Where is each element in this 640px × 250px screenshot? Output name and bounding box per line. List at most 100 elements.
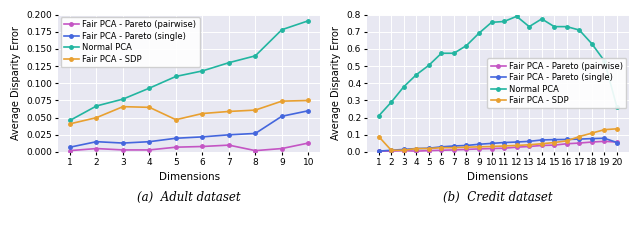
Fair PCA - Pareto (single)	[563, 138, 571, 141]
Normal PCA	[538, 18, 545, 20]
Fair PCA - SDP	[563, 139, 571, 142]
Normal PCA	[450, 52, 458, 55]
Text: (b)  Credit dataset: (b) Credit dataset	[443, 190, 553, 203]
Normal PCA	[119, 98, 127, 100]
Fair PCA - SDP	[613, 127, 621, 130]
Fair PCA - Pareto (single)	[387, 149, 395, 152]
Fair PCA - Pareto (pairwise)	[475, 148, 483, 150]
Fair PCA - Pareto (single)	[575, 138, 583, 140]
Fair PCA - Pareto (single)	[400, 148, 408, 151]
Fair PCA - Pareto (single)	[450, 144, 458, 148]
Fair PCA - Pareto (pairwise)	[513, 146, 520, 149]
Fair PCA - SDP	[278, 100, 285, 103]
Legend: Fair PCA - Pareto (pairwise), Fair PCA - Pareto (single), Normal PCA, Fair PCA -: Fair PCA - Pareto (pairwise), Fair PCA -…	[488, 58, 627, 108]
Fair PCA - Pareto (single)	[525, 140, 533, 143]
Normal PCA	[475, 32, 483, 35]
Legend: Fair PCA - Pareto (pairwise), Fair PCA - Pareto (single), Normal PCA, Fair PCA -: Fair PCA - Pareto (pairwise), Fair PCA -…	[61, 17, 200, 67]
Fair PCA - Pareto (single)	[198, 136, 206, 138]
Normal PCA	[66, 119, 74, 122]
Fair PCA - SDP	[425, 147, 433, 150]
Fair PCA - Pareto (pairwise)	[550, 144, 558, 146]
Normal PCA	[438, 52, 445, 55]
Fair PCA - SDP	[450, 146, 458, 149]
Fair PCA - Pareto (single)	[513, 140, 520, 143]
Fair PCA - Pareto (pairwise)	[172, 146, 180, 149]
Normal PCA	[145, 86, 153, 90]
Normal PCA	[600, 60, 608, 62]
Normal PCA	[575, 28, 583, 32]
Fair PCA - Pareto (single)	[66, 146, 74, 149]
Normal PCA	[172, 75, 180, 78]
Fair PCA - Pareto (pairwise)	[425, 149, 433, 152]
Fair PCA - SDP	[413, 147, 420, 150]
Normal PCA	[305, 19, 312, 22]
Fair PCA - Pareto (pairwise)	[387, 150, 395, 153]
Fair PCA - Pareto (single)	[145, 140, 153, 143]
Fair PCA - Pareto (single)	[475, 143, 483, 146]
Fair PCA - Pareto (pairwise)	[145, 148, 153, 152]
Normal PCA	[525, 25, 533, 28]
Fair PCA - SDP	[66, 122, 74, 125]
Normal PCA	[400, 85, 408, 88]
Fair PCA - Pareto (pairwise)	[198, 145, 206, 148]
Fair PCA - Pareto (pairwise)	[563, 142, 571, 145]
Normal PCA	[513, 15, 520, 18]
Fair PCA - Pareto (single)	[600, 137, 608, 140]
Fair PCA - SDP	[600, 128, 608, 131]
Normal PCA	[252, 54, 259, 57]
Y-axis label: Average Disparity Error: Average Disparity Error	[11, 26, 21, 140]
Fair PCA - Pareto (pairwise)	[119, 148, 127, 152]
Fair PCA - Pareto (pairwise)	[375, 150, 383, 153]
Line: Fair PCA - Pareto (single): Fair PCA - Pareto (single)	[377, 136, 619, 153]
Line: Fair PCA - SDP: Fair PCA - SDP	[377, 127, 619, 152]
Normal PCA	[425, 64, 433, 67]
Fair PCA - SDP	[438, 146, 445, 149]
Fair PCA - SDP	[252, 108, 259, 112]
Y-axis label: Average Disparity Error: Average Disparity Error	[332, 26, 341, 140]
Line: Normal PCA: Normal PCA	[68, 19, 310, 122]
Fair PCA - Pareto (pairwise)	[66, 149, 74, 152]
Fair PCA - SDP	[172, 118, 180, 121]
Normal PCA	[550, 25, 558, 28]
Fair PCA - Pareto (single)	[550, 138, 558, 141]
Fair PCA - Pareto (pairwise)	[525, 145, 533, 148]
Normal PCA	[500, 20, 508, 23]
Fair PCA - Pareto (single)	[438, 145, 445, 148]
Fair PCA - Pareto (single)	[119, 142, 127, 144]
Fair PCA - Pareto (pairwise)	[278, 147, 285, 150]
Fair PCA - Pareto (pairwise)	[575, 142, 583, 144]
Line: Fair PCA - Pareto (single): Fair PCA - Pareto (single)	[68, 109, 310, 149]
Fair PCA - Pareto (single)	[500, 141, 508, 144]
Fair PCA - SDP	[475, 145, 483, 148]
Line: Fair PCA - SDP: Fair PCA - SDP	[68, 99, 310, 126]
Fair PCA - SDP	[575, 135, 583, 138]
Fair PCA - Pareto (single)	[375, 150, 383, 153]
Fair PCA - SDP	[500, 144, 508, 148]
Line: Fair PCA - Pareto (pairwise): Fair PCA - Pareto (pairwise)	[68, 141, 310, 152]
Fair PCA - SDP	[525, 143, 533, 146]
Normal PCA	[488, 21, 495, 24]
Fair PCA - Pareto (single)	[463, 144, 470, 147]
Normal PCA	[588, 42, 596, 45]
Fair PCA - Pareto (pairwise)	[463, 148, 470, 151]
X-axis label: Dimensions: Dimensions	[467, 172, 529, 182]
Fair PCA - SDP	[225, 110, 233, 113]
Fair PCA - Pareto (pairwise)	[500, 147, 508, 150]
Line: Normal PCA: Normal PCA	[377, 14, 619, 118]
Fair PCA - Pareto (pairwise)	[305, 142, 312, 144]
Fair PCA - Pareto (pairwise)	[93, 147, 100, 150]
Fair PCA - Pareto (pairwise)	[252, 149, 259, 152]
Fair PCA - SDP	[387, 149, 395, 152]
Fair PCA - SDP	[119, 105, 127, 108]
Fair PCA - Pareto (single)	[538, 138, 545, 141]
Fair PCA - Pareto (single)	[425, 147, 433, 150]
Normal PCA	[413, 73, 420, 76]
Fair PCA - SDP	[198, 112, 206, 115]
Fair PCA - Pareto (single)	[278, 115, 285, 118]
Fair PCA - Pareto (single)	[93, 140, 100, 143]
Fair PCA - Pareto (pairwise)	[488, 147, 495, 150]
Normal PCA	[225, 61, 233, 64]
Fair PCA - Pareto (pairwise)	[600, 140, 608, 143]
Fair PCA - Pareto (single)	[613, 141, 621, 144]
Fair PCA - SDP	[305, 99, 312, 102]
